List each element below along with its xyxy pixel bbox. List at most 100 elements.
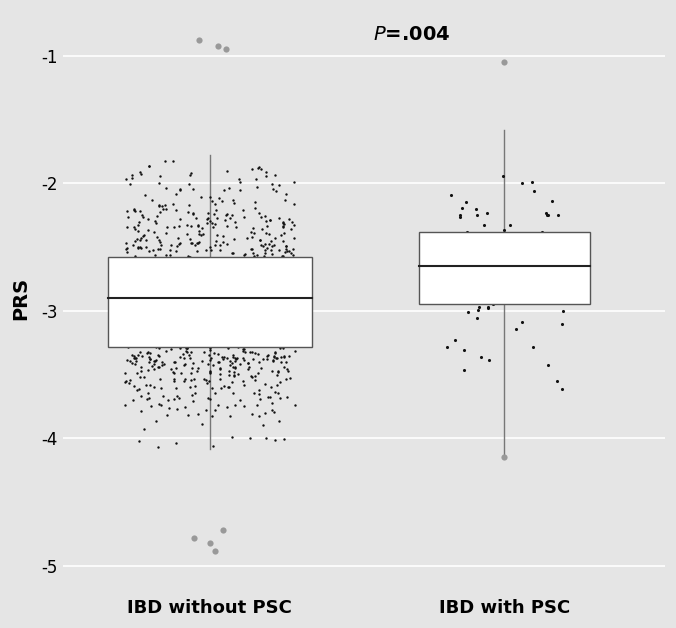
Y-axis label: PRS: PRS <box>11 276 30 320</box>
Point <box>148 245 159 255</box>
Point <box>168 376 179 386</box>
Point <box>275 290 286 300</box>
Point <box>166 344 176 354</box>
Point <box>272 306 283 316</box>
Point <box>226 300 237 310</box>
Point <box>170 190 181 200</box>
Point <box>139 372 149 382</box>
Point <box>181 229 192 239</box>
Point <box>126 173 137 183</box>
Point <box>263 334 274 344</box>
Point <box>121 244 132 254</box>
Point <box>189 374 199 384</box>
Point <box>131 259 142 269</box>
Point <box>531 286 541 296</box>
Point <box>516 317 527 327</box>
Point <box>215 240 226 250</box>
Point <box>181 293 192 303</box>
Point <box>250 296 261 306</box>
Point <box>158 257 169 268</box>
Point <box>210 219 220 229</box>
Point <box>264 215 275 225</box>
Point <box>251 298 262 308</box>
Point <box>185 312 196 322</box>
Point <box>280 303 291 313</box>
Point <box>148 288 159 298</box>
Point <box>245 244 256 254</box>
Point <box>255 274 266 284</box>
Point <box>462 307 473 317</box>
Point <box>222 326 233 336</box>
Point <box>214 374 225 384</box>
Point <box>238 294 249 304</box>
Point <box>270 233 281 243</box>
Point <box>271 281 282 291</box>
Point <box>273 245 284 255</box>
Point <box>254 340 265 350</box>
Point <box>247 285 258 295</box>
Point <box>246 347 257 357</box>
Point <box>281 189 291 199</box>
Point <box>279 434 289 444</box>
Point <box>122 355 132 365</box>
Point <box>186 347 197 357</box>
Point <box>260 334 270 344</box>
Point <box>152 232 163 242</box>
Point <box>180 343 191 353</box>
Point <box>191 238 202 248</box>
Point <box>522 291 533 301</box>
Point <box>124 287 135 297</box>
Point <box>130 251 141 261</box>
Point <box>153 332 164 342</box>
Point <box>205 192 216 202</box>
Point <box>240 288 251 298</box>
Point <box>249 348 260 358</box>
Point <box>278 221 289 231</box>
Point <box>133 332 144 342</box>
Point <box>142 291 153 301</box>
Point <box>217 273 228 283</box>
Point <box>127 308 138 318</box>
Point <box>131 355 142 365</box>
Point <box>151 416 162 426</box>
Point <box>266 332 276 342</box>
Point <box>270 263 281 273</box>
Point <box>126 285 137 295</box>
Point <box>152 312 163 322</box>
Point <box>155 315 166 325</box>
Point <box>274 344 285 354</box>
Point <box>137 210 147 220</box>
Point <box>499 225 510 236</box>
Point <box>123 308 134 318</box>
Point <box>137 327 148 337</box>
Point <box>264 215 275 225</box>
Point <box>229 298 240 308</box>
Point <box>185 252 195 263</box>
Point <box>144 254 155 264</box>
Point <box>168 199 178 209</box>
Point <box>145 348 155 358</box>
Point <box>199 280 210 290</box>
Point <box>245 304 256 314</box>
Point <box>171 241 182 251</box>
Point <box>547 236 558 246</box>
Point <box>281 244 292 254</box>
Point <box>214 364 225 374</box>
Point <box>160 261 171 271</box>
Point <box>273 365 284 376</box>
Point <box>142 256 153 266</box>
Point <box>230 222 241 232</box>
Point <box>189 274 199 284</box>
Point <box>290 346 301 356</box>
Point <box>185 333 195 343</box>
Point <box>170 438 181 448</box>
Point <box>277 217 288 227</box>
Point <box>264 327 274 337</box>
Point <box>229 261 240 271</box>
Point <box>208 441 218 452</box>
Point <box>143 296 154 306</box>
Point <box>215 244 226 254</box>
Point <box>262 354 272 364</box>
Point <box>203 306 214 317</box>
Point <box>493 293 504 303</box>
